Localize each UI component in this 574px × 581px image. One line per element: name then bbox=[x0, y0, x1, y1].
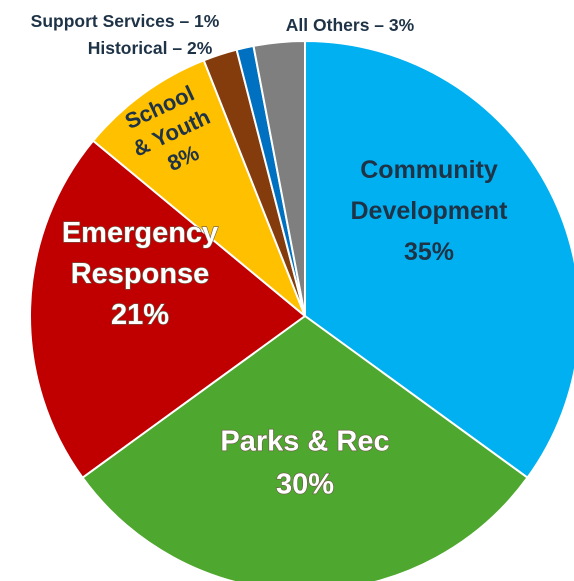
pie-slice-school-youth bbox=[91, 59, 306, 317]
pie-slice-emergency-response bbox=[29, 139, 307, 480]
pie-label-historical: Historical – 2% bbox=[88, 38, 213, 58]
pie-label-line: Community bbox=[360, 156, 498, 184]
pie-label-line: Response bbox=[71, 258, 210, 290]
pie-label-all-others: All Others – 3% bbox=[286, 15, 415, 35]
pie-label-line: 21% bbox=[111, 299, 169, 331]
pie-label-line: Historical – 2% bbox=[88, 38, 213, 58]
pie-label-line: Development bbox=[351, 197, 509, 225]
pie-label-parks-rec: Parks & Rec 30% bbox=[220, 425, 389, 500]
pie-label-line: 35% bbox=[404, 238, 454, 266]
pie-label-line: Emergency bbox=[62, 217, 218, 249]
pie-slices bbox=[29, 39, 574, 581]
pie-label-line: Support Services – 1% bbox=[31, 11, 220, 31]
pie-slice-community-development bbox=[304, 39, 574, 480]
pie-slice-all-others bbox=[252, 39, 306, 317]
pie-slice-parks-rec bbox=[81, 314, 529, 581]
pie-label-line: All Others – 3% bbox=[286, 15, 415, 35]
pie-label-emergency-response: Emergency Response 21% bbox=[62, 217, 218, 331]
pie-label-support-services: Support Services – 1% bbox=[31, 11, 220, 31]
pie-label-line: Parks & Rec bbox=[220, 425, 389, 457]
pie-label-community-development: Community Development 35% bbox=[351, 156, 509, 266]
pie-label-line: 30% bbox=[276, 468, 334, 500]
